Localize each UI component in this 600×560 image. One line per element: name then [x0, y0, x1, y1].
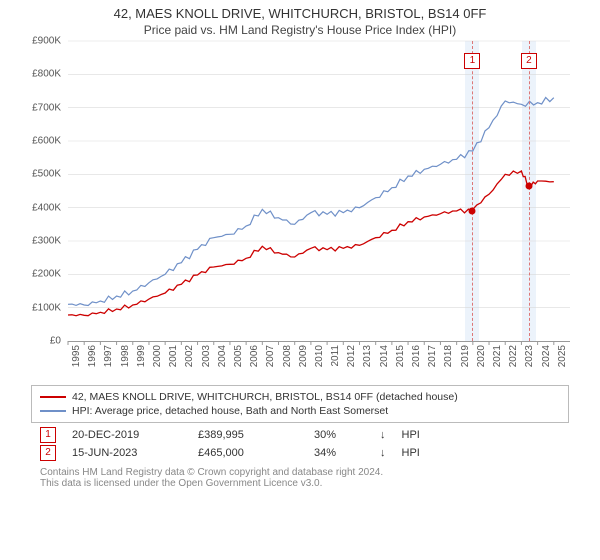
- x-axis: 1995 1996 1997 1998 1999 2000 2001 2002 2003 2004…: [68, 345, 570, 381]
- y-axis: £0£100K£200K£300K£400K£500K£600K£700K£80…: [20, 41, 65, 341]
- sale-line: [472, 41, 473, 341]
- x-tick-label: 1995: [71, 345, 82, 367]
- sale-vs: HPI: [402, 447, 420, 459]
- x-tick-label: 2002: [184, 345, 195, 367]
- sale-marker: 2: [521, 53, 537, 69]
- x-tick-label: 1998: [120, 345, 131, 367]
- chart-container: £0 £100K £200K £300K £400K £500K £600K £700K £80…: [20, 41, 580, 381]
- x-tick-label: 2012: [346, 345, 357, 367]
- x-tick-label: 2015: [395, 345, 406, 367]
- footer-line-1: Contains HM Land Registry data © Crown c…: [40, 467, 560, 478]
- x-tick-label: 2006: [249, 345, 260, 367]
- x-tick-label: 2009: [298, 345, 309, 367]
- chart-subtitle: Price paid vs. HM Land Registry's House …: [0, 21, 600, 41]
- legend-swatch: [40, 396, 66, 398]
- y-tick-label: £200K: [32, 269, 61, 280]
- sale-number: 1: [40, 427, 56, 443]
- legend-label: 42, MAES KNOLL DRIVE, WHITCHURCH, BRISTO…: [72, 391, 458, 403]
- sale-marker: 1: [464, 53, 480, 69]
- x-tick-label: 2014: [379, 345, 390, 367]
- x-tick-label: 1996: [87, 345, 98, 367]
- footer-text: Contains HM Land Registry data © Crown c…: [40, 467, 560, 489]
- x-tick-label: 1999: [136, 345, 147, 367]
- sale-point: [469, 208, 476, 215]
- sale-price: £465,000: [198, 447, 298, 459]
- series-price_paid: [68, 171, 554, 316]
- x-tick-label: 2010: [314, 345, 325, 367]
- y-tick-label: £300K: [32, 236, 61, 247]
- x-tick-label: 1997: [103, 345, 114, 367]
- x-tick-label: 2013: [362, 345, 373, 367]
- x-tick-label: 2016: [411, 345, 422, 367]
- y-tick-label: £900K: [32, 36, 61, 47]
- chart-title: 42, MAES KNOLL DRIVE, WHITCHURCH, BRISTO…: [0, 0, 600, 21]
- sale-number: 2: [40, 445, 56, 461]
- sale-line: [529, 41, 530, 341]
- sale-price: £389,995: [198, 429, 298, 441]
- sale-arrow-icon: ↓: [380, 447, 386, 459]
- y-tick-label: £600K: [32, 136, 61, 147]
- legend-swatch: [40, 410, 66, 412]
- legend-item: HPI: Average price, detached house, Bath…: [40, 404, 560, 418]
- x-tick-label: 2007: [265, 345, 276, 367]
- x-tick-label: 2020: [476, 345, 487, 367]
- sale-row: 2 15-JUN-2023 £465,000 34% ↓ HPI: [40, 445, 560, 461]
- x-tick-label: 2019: [460, 345, 471, 367]
- sale-date: 15-JUN-2023: [72, 447, 182, 459]
- legend: 42, MAES KNOLL DRIVE, WHITCHURCH, BRISTO…: [31, 385, 569, 423]
- x-tick-label: 2024: [541, 345, 552, 367]
- sale-date: 20-DEC-2019: [72, 429, 182, 441]
- plot-area: 12: [68, 41, 570, 342]
- sale-pct: 34%: [314, 447, 364, 459]
- y-tick-label: £800K: [32, 69, 61, 80]
- legend-label: HPI: Average price, detached house, Bath…: [72, 405, 388, 417]
- x-tick-label: 2004: [217, 345, 228, 367]
- sale-vs: HPI: [402, 429, 420, 441]
- x-tick-label: 2000: [152, 345, 163, 367]
- sale-pct: 30%: [314, 429, 364, 441]
- x-tick-label: 2003: [201, 345, 212, 367]
- x-tick-label: 2005: [233, 345, 244, 367]
- x-tick-label: 2017: [427, 345, 438, 367]
- y-tick-label: £400K: [32, 202, 61, 213]
- x-tick-label: 2021: [492, 345, 503, 367]
- footer-line-2: This data is licensed under the Open Gov…: [40, 478, 560, 489]
- sale-point: [525, 183, 532, 190]
- x-tick-label: 2001: [168, 345, 179, 367]
- y-tick-label: £100K: [32, 302, 61, 313]
- y-tick-label: £0: [50, 336, 61, 347]
- y-tick-label: £700K: [32, 102, 61, 113]
- x-tick-label: 2023: [524, 345, 535, 367]
- y-tick-label: £500K: [32, 169, 61, 180]
- sale-row: 1 20-DEC-2019 £389,995 30% ↓ HPI: [40, 427, 560, 443]
- x-tick-label: 2018: [443, 345, 454, 367]
- x-tick-label: 2011: [330, 345, 341, 367]
- sale-arrow-icon: ↓: [380, 429, 386, 441]
- x-tick-label: 2022: [508, 345, 519, 367]
- legend-item: 42, MAES KNOLL DRIVE, WHITCHURCH, BRISTO…: [40, 390, 560, 404]
- x-tick-label: 2008: [282, 345, 293, 367]
- x-tick-label: 2025: [557, 345, 568, 367]
